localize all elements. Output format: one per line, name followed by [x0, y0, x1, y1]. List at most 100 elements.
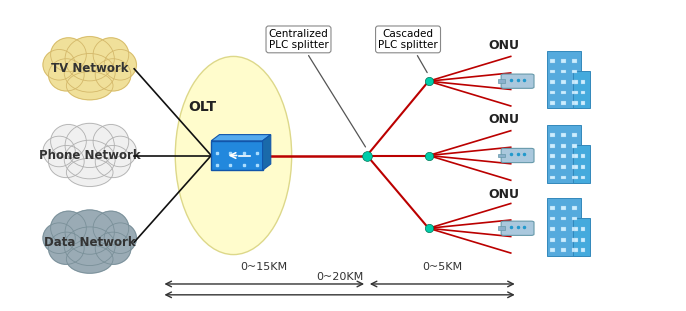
FancyBboxPatch shape — [501, 74, 534, 88]
FancyBboxPatch shape — [581, 176, 585, 179]
FancyBboxPatch shape — [574, 165, 578, 169]
FancyBboxPatch shape — [550, 70, 555, 73]
Polygon shape — [263, 135, 271, 170]
FancyBboxPatch shape — [572, 101, 577, 105]
FancyBboxPatch shape — [561, 176, 566, 179]
FancyBboxPatch shape — [550, 176, 555, 179]
FancyBboxPatch shape — [547, 51, 581, 109]
FancyBboxPatch shape — [550, 217, 555, 220]
FancyBboxPatch shape — [561, 227, 566, 231]
FancyBboxPatch shape — [547, 197, 581, 256]
Ellipse shape — [95, 232, 131, 264]
FancyBboxPatch shape — [211, 141, 263, 170]
FancyBboxPatch shape — [573, 71, 590, 109]
FancyBboxPatch shape — [581, 80, 585, 84]
FancyBboxPatch shape — [572, 248, 577, 252]
FancyBboxPatch shape — [573, 218, 590, 256]
Ellipse shape — [95, 59, 131, 91]
FancyBboxPatch shape — [574, 248, 578, 252]
FancyBboxPatch shape — [572, 176, 577, 179]
FancyBboxPatch shape — [561, 144, 566, 148]
Ellipse shape — [49, 232, 84, 264]
FancyBboxPatch shape — [499, 154, 505, 157]
FancyBboxPatch shape — [572, 227, 577, 231]
FancyBboxPatch shape — [573, 145, 590, 183]
FancyBboxPatch shape — [581, 155, 585, 158]
FancyBboxPatch shape — [499, 226, 505, 230]
FancyBboxPatch shape — [561, 155, 566, 158]
Ellipse shape — [67, 158, 113, 187]
FancyBboxPatch shape — [547, 125, 581, 183]
FancyBboxPatch shape — [581, 238, 585, 242]
FancyBboxPatch shape — [581, 227, 585, 231]
FancyBboxPatch shape — [550, 227, 555, 231]
FancyBboxPatch shape — [574, 101, 578, 105]
FancyBboxPatch shape — [550, 144, 555, 148]
FancyBboxPatch shape — [501, 221, 534, 235]
FancyBboxPatch shape — [550, 238, 555, 242]
FancyBboxPatch shape — [572, 217, 577, 220]
Ellipse shape — [104, 49, 137, 80]
FancyBboxPatch shape — [499, 79, 505, 83]
Ellipse shape — [43, 136, 75, 167]
FancyBboxPatch shape — [550, 91, 555, 95]
FancyBboxPatch shape — [572, 144, 577, 148]
Text: Data Network: Data Network — [44, 236, 136, 249]
FancyBboxPatch shape — [572, 155, 577, 158]
FancyBboxPatch shape — [572, 133, 577, 137]
Text: Phone Network: Phone Network — [39, 149, 141, 162]
Ellipse shape — [67, 245, 113, 273]
Ellipse shape — [51, 124, 86, 158]
Ellipse shape — [67, 72, 113, 100]
Ellipse shape — [65, 123, 115, 168]
FancyBboxPatch shape — [561, 248, 566, 252]
Ellipse shape — [104, 136, 137, 167]
FancyBboxPatch shape — [574, 238, 578, 242]
Ellipse shape — [64, 53, 115, 92]
FancyBboxPatch shape — [561, 80, 566, 84]
FancyBboxPatch shape — [561, 238, 566, 242]
Ellipse shape — [64, 140, 115, 179]
Text: TV Network: TV Network — [51, 62, 128, 75]
Ellipse shape — [93, 38, 129, 72]
Ellipse shape — [51, 38, 86, 72]
Ellipse shape — [51, 211, 86, 245]
Ellipse shape — [49, 59, 84, 91]
FancyBboxPatch shape — [561, 59, 566, 63]
FancyBboxPatch shape — [574, 176, 578, 179]
FancyBboxPatch shape — [550, 206, 555, 210]
Ellipse shape — [93, 211, 129, 245]
FancyBboxPatch shape — [561, 217, 566, 220]
FancyBboxPatch shape — [550, 155, 555, 158]
FancyBboxPatch shape — [572, 80, 577, 84]
Text: 0~15KM: 0~15KM — [241, 262, 288, 272]
FancyBboxPatch shape — [572, 70, 577, 73]
FancyBboxPatch shape — [581, 91, 585, 95]
FancyBboxPatch shape — [550, 59, 555, 63]
Text: 0~20KM: 0~20KM — [316, 272, 363, 282]
Ellipse shape — [43, 223, 75, 253]
FancyBboxPatch shape — [572, 91, 577, 95]
FancyBboxPatch shape — [550, 80, 555, 84]
FancyBboxPatch shape — [561, 70, 566, 73]
Text: ONU: ONU — [488, 39, 519, 52]
FancyBboxPatch shape — [501, 148, 534, 163]
FancyBboxPatch shape — [550, 133, 555, 137]
FancyBboxPatch shape — [561, 91, 566, 95]
FancyBboxPatch shape — [561, 101, 566, 105]
FancyBboxPatch shape — [581, 248, 585, 252]
FancyBboxPatch shape — [581, 101, 585, 105]
Ellipse shape — [49, 146, 84, 178]
Text: ONU: ONU — [488, 114, 519, 126]
Text: Cascaded
PLC splitter: Cascaded PLC splitter — [378, 29, 438, 72]
FancyBboxPatch shape — [581, 165, 585, 169]
Polygon shape — [211, 135, 271, 141]
FancyBboxPatch shape — [574, 80, 578, 84]
FancyBboxPatch shape — [550, 165, 555, 169]
Text: Centralized
PLC splitter: Centralized PLC splitter — [269, 29, 366, 147]
Text: ONU: ONU — [488, 188, 519, 201]
FancyBboxPatch shape — [561, 206, 566, 210]
Ellipse shape — [93, 124, 129, 158]
Ellipse shape — [104, 223, 137, 253]
FancyBboxPatch shape — [574, 91, 578, 95]
